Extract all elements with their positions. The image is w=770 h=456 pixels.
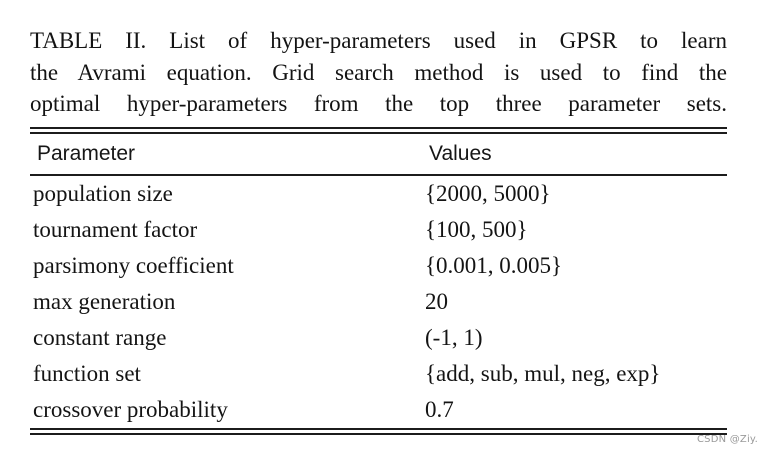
value-cell: (-1, 1) [425, 324, 483, 350]
table-row: population size {2000, 5000} [30, 176, 727, 212]
parameter-cell: tournament factor [33, 216, 198, 242]
table-row: crossover probability 0.7 [30, 392, 727, 428]
parameter-cell: parsimony coefficient [33, 252, 234, 278]
caption-line: optimal hyper-parameters from the top th… [30, 91, 727, 117]
table-top-rule [30, 126, 727, 134]
value-cell: {0.001, 0.005} [425, 252, 563, 278]
parameter-cell: max generation [33, 288, 176, 314]
table-header-row: Parameter Values [30, 134, 727, 174]
table-header-rule [30, 173, 727, 176]
value-cell: {2000, 5000} [425, 180, 551, 206]
caption-line: the Avrami equation. Grid search method … [30, 59, 727, 85]
hyperparameter-table: Parameter Values population size {2000, 5… [30, 126, 727, 435]
parameter-cell: constant range [33, 324, 167, 350]
column-header-values: Values [429, 141, 492, 165]
table-row: function set {add, sub, mul, neg, exp} [30, 356, 727, 392]
value-cell: 0.7 [425, 396, 454, 422]
parameter-cell: function set [33, 360, 141, 386]
column-header-parameter: Parameter [37, 141, 136, 165]
table-row: tournament factor {100, 500} [30, 212, 727, 248]
figure-content: TABLE II. List of hyper-parameters used … [30, 0, 727, 435]
table-caption: TABLE II. List of hyper-parameters used … [30, 0, 727, 120]
table-bottom-rule [30, 427, 727, 435]
parameter-cell: population size [33, 180, 173, 206]
value-cell: 20 [425, 288, 448, 314]
table-body: population size {2000, 5000} tournament fa… [30, 176, 727, 428]
parameter-cell: crossover probability [33, 396, 228, 422]
value-cell: {add, sub, mul, neg, exp} [425, 360, 661, 386]
table-row: constant range (-1, 1) [30, 320, 727, 356]
value-cell: {100, 500} [425, 216, 528, 242]
table-row: max generation 20 [30, 284, 727, 320]
caption-line: TABLE II. List of hyper-parameters used … [30, 28, 727, 53]
table-row: parsimony coefficient {0.001, 0.005} [30, 248, 727, 284]
watermark: CSDN @Ziy. [697, 434, 758, 445]
